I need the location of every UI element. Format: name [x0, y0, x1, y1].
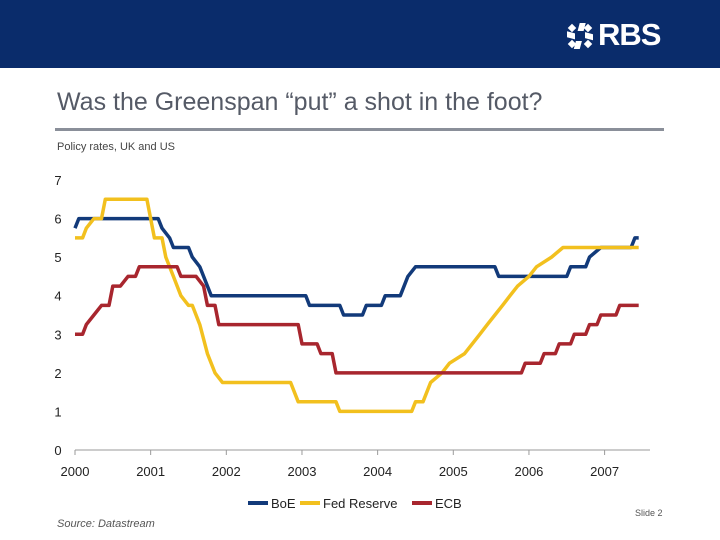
series-line-fed-reserve [75, 197, 639, 414]
y-tick-label: 4 [54, 289, 61, 304]
y-tick-label: 7 [54, 173, 61, 188]
x-tick-label: 2005 [439, 464, 468, 479]
source-note: Source: Datastream [57, 518, 155, 530]
slide-number: Slide 2 [635, 508, 663, 518]
x-tick-label: 2000 [61, 464, 90, 479]
x-tick-label: 2001 [136, 464, 165, 479]
rbs-daisy-wheel-icon [567, 23, 593, 49]
legend-label: ECB [435, 496, 462, 511]
x-tick-label: 2007 [590, 464, 619, 479]
header-bar: RBS [0, 0, 720, 68]
y-tick-label: 5 [54, 250, 61, 265]
x-tick-label: 2006 [514, 464, 543, 479]
logo-text: RBS [598, 17, 661, 52]
page-title: Was the Greenspan “put” a shot in the fo… [57, 88, 543, 116]
x-tick-label: 2003 [288, 464, 317, 479]
y-tick-label: 1 [54, 404, 61, 419]
x-tick-label: 2002 [212, 464, 241, 479]
legend-label: BoE [271, 496, 296, 511]
chart-subtitle: Policy rates, UK and US [57, 141, 175, 153]
x-tick-label: 2004 [363, 464, 392, 479]
series-line-ecb [75, 265, 639, 375]
legend-label: Fed Reserve [323, 496, 397, 511]
series-line-boe [73, 216, 639, 317]
y-tick-label: 2 [54, 366, 61, 381]
title-divider [55, 128, 664, 131]
y-tick-label: 6 [54, 212, 61, 227]
rbs-logo: RBS [566, 17, 670, 54]
y-tick-label: 3 [54, 327, 61, 342]
policy-rates-chart: 0 1 2 3 4 5 6 7 2000 2001 2002 2003 2004 2005 2006 2007… [54, 173, 650, 511]
y-tick-label: 0 [54, 443, 61, 458]
